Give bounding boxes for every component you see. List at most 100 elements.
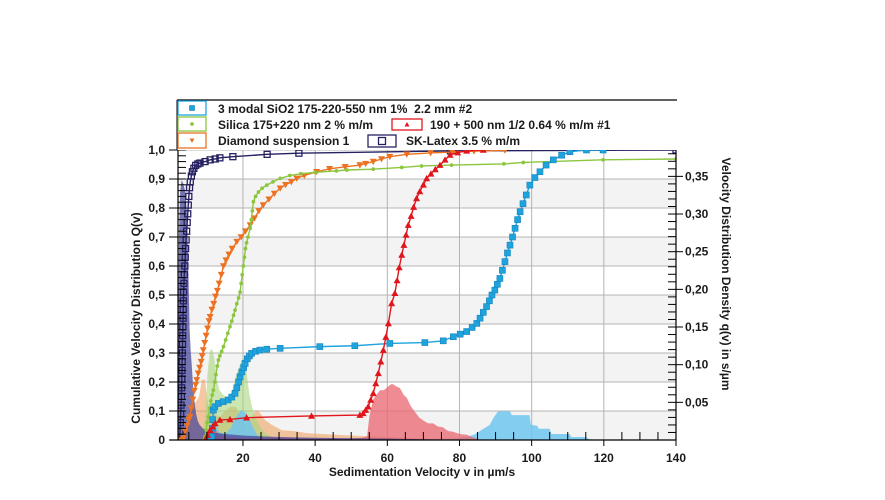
- data-point-diamond-suspension-1: [403, 151, 411, 158]
- data-point-silica-175-220-nm-2-m-m: [271, 180, 275, 184]
- legend-item-3-modal-sio2-175-220-550-nm-1-2-2-mm-2[interactable]: 3 modal SiO2 175-220-550 nm 1% 2.2 mm #2: [177, 100, 472, 116]
- data-point-diamond-suspension-1: [192, 382, 200, 389]
- data-point-silica-175-220-nm-2-m-m: [264, 183, 269, 187]
- data-point-190-500-nm-1-2-0-64-m-m-1: [356, 411, 364, 418]
- data-point-silica-175-220-nm-2-m-m: [250, 209, 255, 213]
- data-point-diamond-suspension-1: [213, 287, 221, 295]
- data-point-diamond-suspension-1: [448, 149, 456, 156]
- data-point-diamond-suspension-1: [189, 396, 197, 403]
- x-tick-label: 20: [236, 451, 250, 465]
- grid-band: [178, 237, 676, 266]
- data-point-190-500-nm-1-2-0-64-m-m-1: [423, 174, 431, 182]
- data-point-diamond-suspension-1: [427, 150, 435, 157]
- data-point-190-500-nm-1-2-0-64-m-m-1: [382, 333, 390, 340]
- data-point-diamond-suspension-1: [251, 215, 259, 222]
- data-point-diamond-suspension-1: [233, 238, 241, 246]
- data-point-silica-175-220-nm-2-m-m: [287, 173, 292, 178]
- y-tick-label: 0,4: [148, 317, 165, 331]
- data-point-silica-175-220-nm-2-m-m: [241, 264, 246, 268]
- data-point-190-500-nm-1-2-0-64-m-m-1: [463, 147, 471, 154]
- legend-label: 190 + 500 nm 1/2 0.64 % m/m #1: [430, 118, 611, 132]
- data-point-sk-latex-3-5-m-m: [229, 153, 237, 161]
- data-point-diamond-suspension-1: [386, 153, 394, 161]
- data-point-3-modal-sio2-175-220-550-nm-1-2-2-mm-2: [421, 339, 429, 346]
- data-point-190-500-nm-1-2-0-64-m-m-1: [427, 170, 435, 177]
- data-point-silica-175-220-nm-2-m-m: [371, 167, 376, 172]
- data-point-190-500-nm-1-2-0-64-m-m-1: [379, 346, 387, 353]
- data-point-diamond-suspension-1: [341, 164, 349, 171]
- legend-item-silica-175-220-nm-2-m-m[interactable]: Silica 175+220 nm 2 % m/m: [177, 116, 373, 132]
- data-point-silica-175-220-nm-2-m-m: [212, 380, 217, 384]
- legend-swatch-box: [367, 134, 397, 148]
- x-axis-title: Sedimentation Velocity v in µm/s: [329, 465, 516, 479]
- data-point-sk-latex-3-5-m-m: [194, 160, 202, 168]
- data-point-diamond-suspension-1: [378, 156, 386, 163]
- data-point-3-modal-sio2-175-220-550-nm-1-2-2-mm-2: [499, 267, 506, 274]
- data-point-silica-175-220-nm-2-m-m: [449, 163, 454, 167]
- data-point-diamond-suspension-1: [205, 318, 213, 325]
- data-point-sk-latex-3-5-m-m: [295, 149, 303, 157]
- y-tick-label: 0,7: [148, 230, 165, 244]
- data-point-190-500-nm-1-2-0-64-m-m-1: [362, 406, 370, 413]
- data-point-diamond-suspension-1: [201, 340, 209, 347]
- data-point-diamond-suspension-1: [181, 428, 189, 435]
- data-point-3-modal-sio2-175-220-550-nm-1-2-2-mm-2: [558, 151, 565, 159]
- y-tick-label: 0,2: [148, 375, 165, 389]
- legend-marker-icon: [189, 105, 195, 111]
- legend-item-diamond-suspension-1[interactable]: Diamond suspension 1: [177, 132, 350, 149]
- y2-tick-label: 0,10: [685, 358, 709, 372]
- data-point-sk-latex-3-5-m-m: [201, 157, 209, 166]
- data-point-diamond-suspension-1: [241, 228, 249, 235]
- data-point-190-500-nm-1-2-0-64-m-m-1: [369, 389, 377, 397]
- data-point-3-modal-sio2-175-220-550-nm-1-2-2-mm-2: [494, 280, 501, 288]
- legend-item-190-500-nm-1-2-0-64-m-m-1[interactable]: 190 + 500 nm 1/2 0.64 % m/m #1: [391, 118, 611, 132]
- data-point-silica-175-220-nm-2-m-m: [231, 313, 236, 318]
- data-point-silica-175-220-nm-2-m-m: [233, 308, 237, 312]
- data-point-diamond-suspension-1: [276, 185, 284, 192]
- y2-tick-label: 0,25: [685, 245, 709, 259]
- data-point-silica-175-220-nm-2-m-m: [249, 217, 254, 222]
- data-point-190-500-nm-1-2-0-64-m-m-1: [203, 436, 208, 440]
- data-point-190-500-nm-1-2-0-64-m-m-1: [384, 319, 392, 327]
- data-point-diamond-suspension-1: [208, 306, 216, 313]
- data-point-diamond-suspension-1: [237, 234, 245, 241]
- data-point-190-500-nm-1-2-0-64-m-m-1: [372, 379, 380, 387]
- data-point-diamond-suspension-1: [198, 353, 206, 360]
- data-point-3-modal-sio2-175-220-550-nm-1-2-2-mm-2: [456, 330, 464, 338]
- data-point-sk-latex-3-5-m-m: [183, 218, 191, 227]
- x-tick-label: 100: [522, 451, 542, 465]
- data-point-3-modal-sio2-175-220-550-nm-1-2-2-mm-2: [550, 156, 557, 164]
- data-point-diamond-suspension-1: [210, 300, 218, 308]
- data-point-diamond-suspension-1: [206, 313, 214, 321]
- data-point-silica-175-220-nm-2-m-m: [334, 169, 339, 173]
- data-point-diamond-suspension-1: [193, 377, 201, 384]
- data-point-diamond-suspension-1: [356, 162, 364, 169]
- data-point-3-modal-sio2-175-220-550-nm-1-2-2-mm-2: [439, 337, 447, 345]
- data-point-3-modal-sio2-175-220-550-nm-1-2-2-mm-2: [468, 324, 476, 331]
- data-point-diamond-suspension-1: [202, 332, 210, 340]
- data-point-silica-175-220-nm-2-m-m: [236, 296, 241, 300]
- data-point-190-500-nm-1-2-0-64-m-m-1: [377, 358, 385, 365]
- data-point-silica-175-220-nm-2-m-m: [215, 364, 220, 368]
- data-point-190-500-nm-1-2-0-64-m-m-1: [398, 251, 406, 258]
- legend-item-sk-latex-3-5-m-m[interactable]: SK-Latex 3.5 % m/m: [367, 134, 520, 148]
- data-point-silica-175-220-nm-2-m-m: [204, 427, 209, 432]
- data-point-190-500-nm-1-2-0-64-m-m-1: [364, 403, 372, 410]
- data-point-silica-175-220-nm-2-m-m: [225, 331, 230, 336]
- data-point-3-modal-sio2-175-220-550-nm-1-2-2-mm-2: [483, 303, 490, 310]
- data-point-diamond-suspension-1: [194, 370, 202, 377]
- legend-marker-icon: [189, 138, 195, 143]
- data-point-sk-latex-3-5-m-m: [211, 155, 219, 163]
- data-point-190-500-nm-1-2-0-64-m-m-1: [407, 212, 415, 219]
- data-point-silica-175-220-nm-2-m-m: [313, 170, 318, 175]
- data-point-3-modal-sio2-175-220-550-nm-1-2-2-mm-2: [486, 297, 493, 305]
- data-point-190-500-nm-1-2-0-64-m-m-1: [243, 414, 251, 421]
- data-point-190-500-nm-1-2-0-64-m-m-1: [216, 416, 224, 423]
- data-point-silica-175-220-nm-2-m-m: [260, 186, 264, 191]
- data-point-190-500-nm-1-2-0-64-m-m-1: [367, 396, 375, 403]
- data-point-190-500-nm-1-2-0-64-m-m-1: [413, 194, 421, 202]
- data-point-silica-175-220-nm-2-m-m: [223, 338, 228, 342]
- data-point-diamond-suspension-1: [212, 293, 220, 300]
- y-tick-label: 0,6: [148, 259, 165, 273]
